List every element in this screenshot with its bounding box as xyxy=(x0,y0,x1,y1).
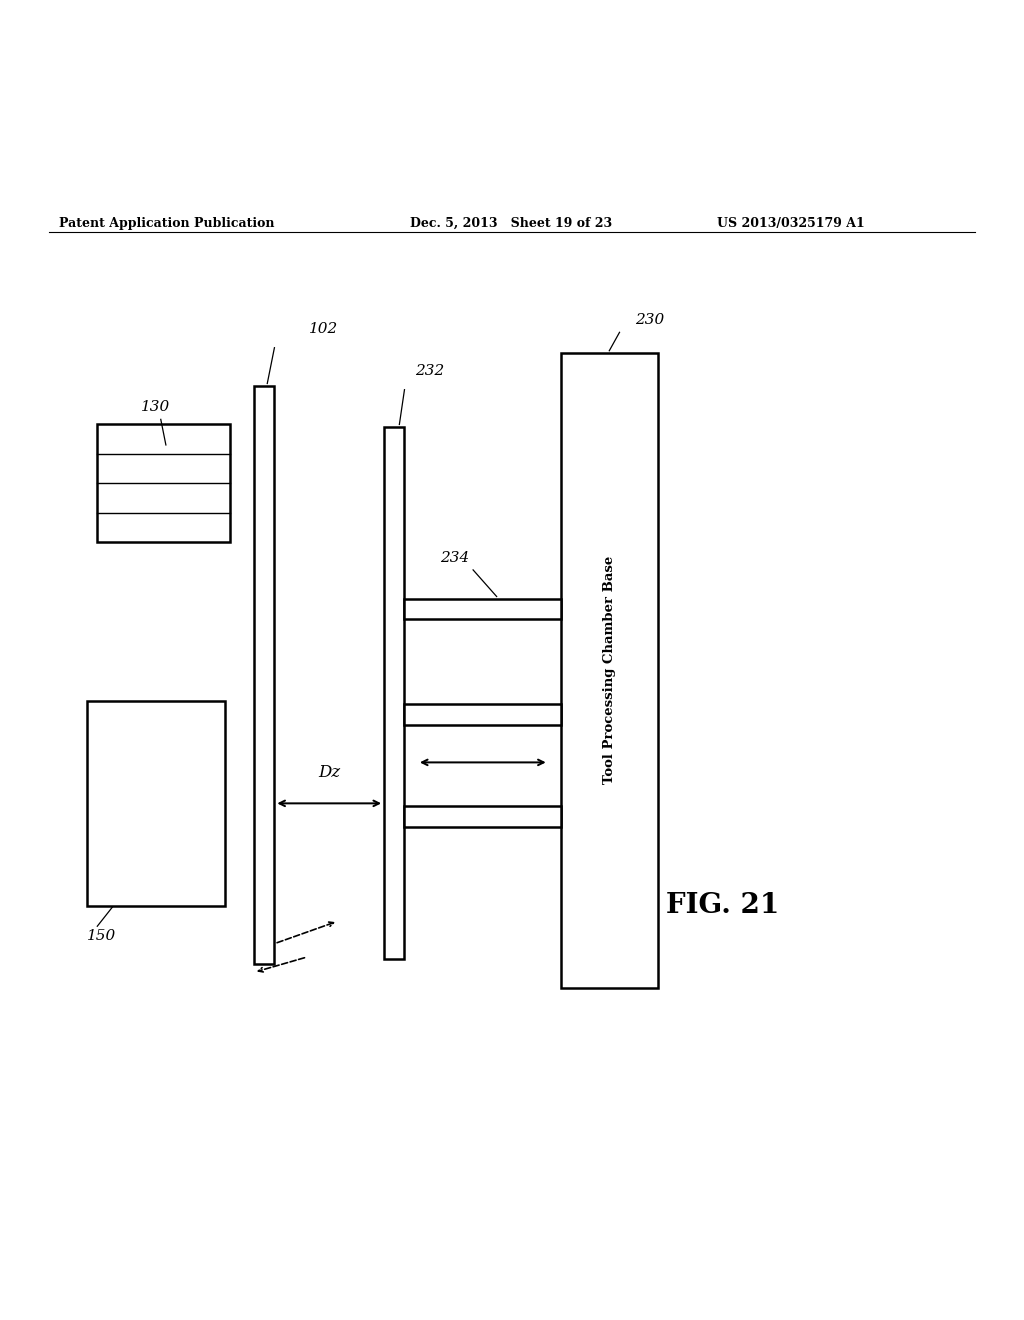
Bar xyxy=(254,385,274,964)
Bar xyxy=(87,701,225,906)
Text: Dec. 5, 2013   Sheet 19 of 23: Dec. 5, 2013 Sheet 19 of 23 xyxy=(410,216,611,230)
Bar xyxy=(404,807,561,826)
Text: 102: 102 xyxy=(309,322,339,337)
Text: 130: 130 xyxy=(141,400,171,414)
Text: 234: 234 xyxy=(440,550,470,565)
Bar xyxy=(404,704,561,725)
Bar xyxy=(384,426,404,960)
Text: 150: 150 xyxy=(87,929,117,944)
Text: Tool Processing Chamber Base: Tool Processing Chamber Base xyxy=(603,556,616,784)
Bar xyxy=(561,352,658,987)
Bar xyxy=(404,598,561,619)
Text: Dz: Dz xyxy=(318,764,340,781)
Text: 230: 230 xyxy=(635,313,665,327)
Text: FIG. 21: FIG. 21 xyxy=(666,892,779,919)
Text: US 2013/0325179 A1: US 2013/0325179 A1 xyxy=(717,216,864,230)
Text: 232: 232 xyxy=(415,364,444,379)
Text: Patent Application Publication: Patent Application Publication xyxy=(59,216,274,230)
Bar xyxy=(97,425,230,543)
